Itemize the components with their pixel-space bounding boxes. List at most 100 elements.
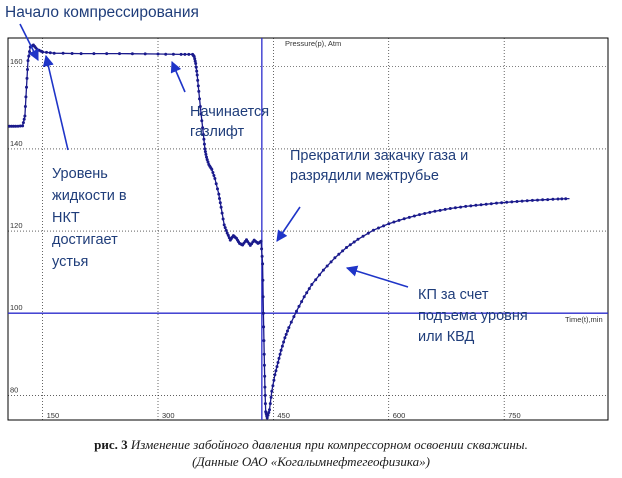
- data-point: [201, 133, 205, 136]
- data-point: [265, 416, 269, 420]
- data-point: [12, 124, 16, 128]
- data-point: [210, 167, 214, 171]
- plot-frame: [7, 37, 609, 421]
- data-point: [333, 256, 337, 260]
- data-point: [261, 311, 265, 315]
- data-point: [407, 215, 411, 219]
- data-point: [205, 158, 209, 162]
- data-point: [280, 344, 284, 348]
- data-point: [277, 356, 281, 360]
- data-point: [276, 361, 280, 364]
- data-point: [143, 52, 147, 56]
- data-point: [27, 54, 31, 58]
- data-point: [219, 205, 223, 209]
- data-point: [261, 295, 265, 299]
- data-point: [371, 228, 375, 232]
- data-point: [510, 200, 514, 204]
- data-point: [197, 89, 201, 93]
- data-point: [423, 212, 427, 215]
- y-tick-label: 80: [10, 385, 18, 394]
- data-point: [263, 374, 267, 378]
- data-point: [218, 201, 222, 205]
- data-point: [41, 50, 45, 54]
- data-point: [198, 105, 202, 108]
- data-point: [495, 201, 498, 205]
- data-point: [216, 187, 219, 191]
- data-point: [275, 365, 279, 369]
- data-point: [273, 373, 277, 377]
- data-point: [268, 408, 271, 412]
- data-point: [259, 239, 263, 243]
- data-point: [199, 112, 203, 116]
- data-point: [200, 119, 204, 123]
- data-point: [221, 217, 225, 221]
- data-point: [263, 393, 267, 397]
- figure-caption: рис. 3 Изменение забойного давления при …: [0, 436, 622, 470]
- data-point: [21, 124, 25, 128]
- data-point: [218, 197, 221, 200]
- data-point: [79, 52, 83, 56]
- data-point: [8, 124, 11, 128]
- data-point: [24, 95, 28, 99]
- data-point: [272, 378, 276, 382]
- annotation-kp-recovery: КП за счет подъема уровня или КВД: [418, 287, 528, 345]
- reference-lines: [8, 38, 608, 420]
- data-point: [198, 97, 201, 101]
- data-point: [201, 126, 205, 130]
- data-point: [92, 52, 96, 56]
- data-point: [118, 52, 121, 56]
- data-point: [448, 207, 452, 210]
- data-point: [387, 222, 391, 226]
- data-point: [283, 336, 287, 340]
- data-point: [337, 252, 341, 256]
- x-tick-label: 450: [277, 411, 290, 420]
- annotation-gaslift: Начинается газлифт: [190, 104, 269, 140]
- data-point: [45, 50, 48, 54]
- data-point: [318, 273, 321, 277]
- data-point: [356, 237, 360, 241]
- data-point: [536, 198, 539, 202]
- caption-line1: Изменение забойного давления при компрес…: [130, 437, 528, 452]
- annotations: Начало компрессирования Уровень жидкости в…: [5, 4, 528, 345]
- data-point: [307, 287, 311, 291]
- data-point: [551, 197, 555, 201]
- data-point: [366, 231, 370, 235]
- data-point: [382, 224, 386, 228]
- data-point: [292, 315, 296, 319]
- data-point: [484, 202, 488, 206]
- data-point: [205, 155, 208, 159]
- data-point: [464, 204, 468, 208]
- data-point: [489, 202, 493, 206]
- data-point: [202, 142, 206, 146]
- data-point: [469, 204, 473, 208]
- data-point: [260, 247, 264, 251]
- data-point: [525, 199, 529, 203]
- data-point: [262, 352, 266, 356]
- data-point: [279, 348, 283, 352]
- data-point: [269, 395, 273, 399]
- data-point: [203, 147, 207, 151]
- data-point: [262, 339, 266, 343]
- data-point: [278, 352, 282, 356]
- y-tick-label: 140: [10, 139, 23, 148]
- data-point: [14, 124, 18, 128]
- data-point: [195, 73, 199, 77]
- data-point: [271, 384, 275, 388]
- data-point: [196, 84, 200, 88]
- data-point: [214, 182, 218, 186]
- data-point: [16, 124, 20, 128]
- data-point: [183, 52, 187, 56]
- figure-label: рис. 3: [94, 437, 128, 452]
- data-point: [61, 51, 65, 55]
- data-point: [392, 220, 396, 224]
- annotation-compression-start: Начало компрессирования: [5, 4, 199, 21]
- data-point: [541, 198, 545, 202]
- x-tick-label: 150: [47, 411, 60, 420]
- data-point: [520, 199, 524, 203]
- data-point: [352, 240, 356, 244]
- data-point: [345, 246, 348, 249]
- data-point: [438, 208, 442, 212]
- data-point: [187, 52, 191, 56]
- data-point: [203, 150, 207, 154]
- data-point: [287, 326, 291, 330]
